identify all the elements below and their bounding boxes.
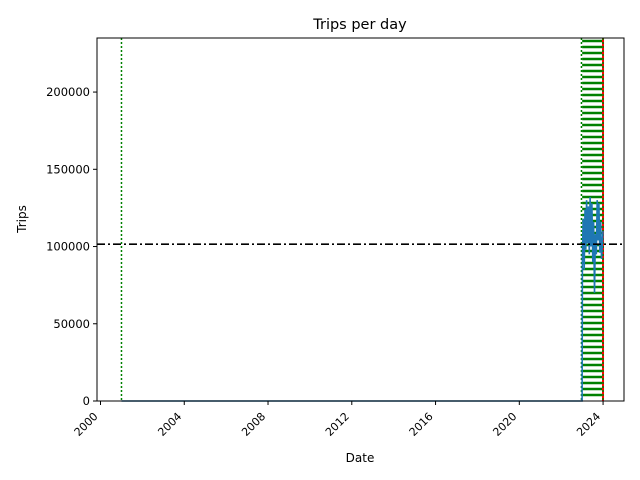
- y-tick-label: 200000: [46, 85, 90, 99]
- y-tick-label: 50000: [53, 317, 90, 331]
- x-axis-label: Date: [346, 451, 375, 465]
- y-axis-label: Trips: [15, 205, 29, 234]
- y-tick-label: 100000: [46, 240, 90, 254]
- axes-frame: [96, 37, 625, 402]
- plot-area: [97, 38, 624, 402]
- y-tick-label: 150000: [46, 162, 90, 176]
- y-tick-label: 0: [83, 394, 90, 408]
- series-line: [121, 197, 604, 402]
- chart-title: Trips per day: [312, 17, 407, 33]
- y-axis: 0 50000 100000 150000 200000: [46, 85, 97, 408]
